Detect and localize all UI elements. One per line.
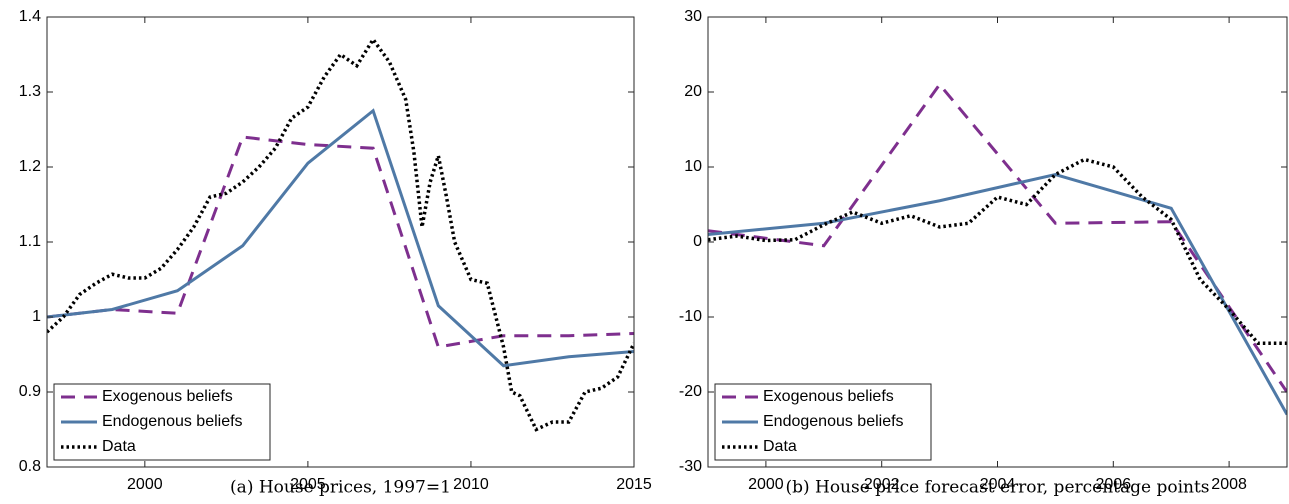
y-tick-label: -10 [679,308,702,325]
y-tick-label: 1.2 [19,158,41,175]
x-tick-label: 2006 [1096,476,1132,493]
y-tick-label: 1.1 [19,233,41,250]
legend-label: Endogenous beliefs [763,413,904,430]
x-tick-label: 2002 [864,476,900,493]
x-tick-label: 2005 [290,476,326,493]
series-line [47,36,634,432]
legend-label: Exogenous beliefs [763,388,894,405]
y-tick-label: -20 [679,383,702,400]
series-line [708,157,1287,345]
x-tick-label: 2000 [127,476,163,493]
y-tick-label: 0.8 [19,458,41,475]
series-line [47,108,634,368]
y-tick-label: 30 [684,8,702,25]
y-tick-label: 0 [693,233,702,250]
y-tick-label: 10 [684,158,702,175]
series-line [708,172,1287,416]
y-tick-label: -30 [679,458,702,475]
legend-label: Data [102,438,136,455]
x-tick-label: 2004 [980,476,1016,493]
x-tick-label: 2008 [1211,476,1247,493]
x-tick-label: 2000 [748,476,784,493]
y-tick-label: 1.3 [19,83,41,100]
caption: (b) House price forecast error, percenta… [785,478,1209,498]
series-line [47,135,634,349]
y-tick-label: 0.9 [19,383,41,400]
legend-label: Endogenous beliefs [102,413,243,430]
x-tick-label: 2010 [453,476,489,493]
series-line [708,82,1287,393]
caption: (a) House prices, 1997=1 [230,478,451,498]
legend-label: Data [763,438,797,455]
x-tick-label: 2015 [616,476,652,493]
y-tick-label: 1.4 [19,8,41,25]
legend-label: Exogenous beliefs [102,388,233,405]
y-tick-label: 1 [32,308,41,325]
y-tick-label: 20 [684,83,702,100]
